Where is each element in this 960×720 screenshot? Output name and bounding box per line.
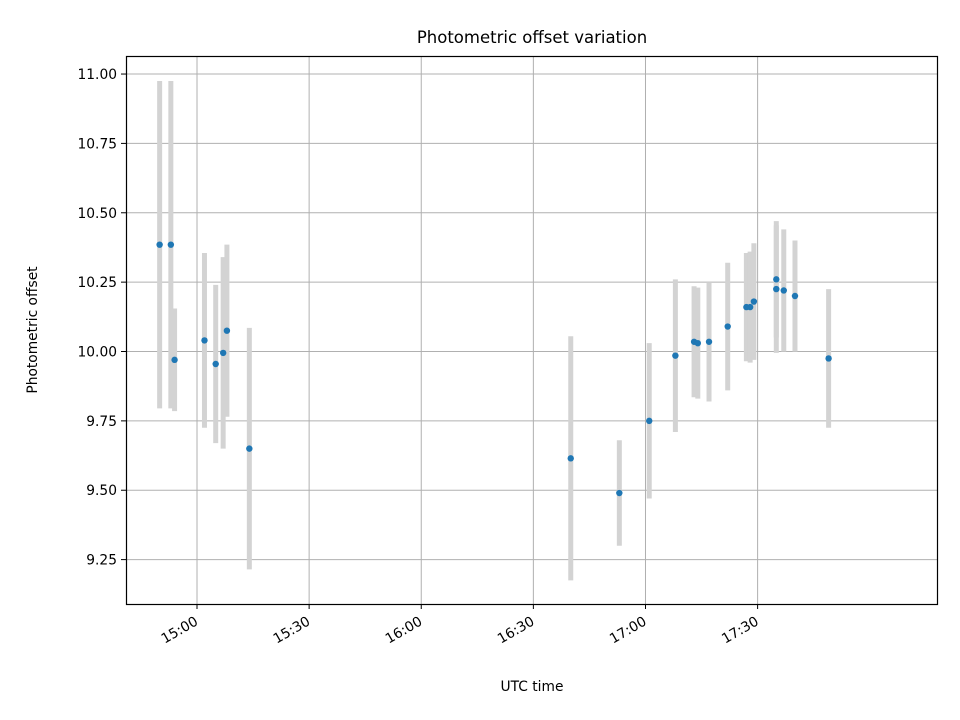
data-point	[646, 417, 653, 425]
grid	[126, 56, 937, 604]
x-tick-label: 16:00	[383, 614, 425, 648]
y-tick-label: 10.50	[78, 206, 118, 222]
data-point	[694, 339, 702, 347]
x-axis-label: UTC time	[501, 679, 564, 695]
data-point	[156, 241, 163, 248]
data-point	[246, 445, 253, 452]
data-point	[567, 455, 574, 462]
y-tick-label: 10.25	[78, 275, 118, 291]
data-point	[616, 489, 623, 497]
data-point	[791, 292, 799, 300]
y-tick-label: 10.00	[78, 345, 118, 361]
y-tick-label: 9.25	[86, 553, 117, 569]
data-point	[750, 298, 758, 305]
data-point	[212, 360, 219, 368]
data-point	[773, 276, 780, 283]
data-point	[672, 352, 679, 359]
plot-frame	[125, 55, 939, 606]
y-tick-label: 11.00	[78, 67, 118, 83]
data-point	[223, 327, 231, 334]
data-point	[167, 241, 175, 248]
x-tick-label: 15:30	[271, 614, 313, 648]
data-point	[171, 356, 178, 364]
data-point	[201, 337, 208, 344]
y-tick-label: 9.50	[86, 483, 117, 499]
x-tick-label: 17:00	[607, 614, 649, 648]
x-tick-label: 17:30	[719, 614, 761, 648]
data-point	[773, 285, 780, 293]
data-points	[156, 241, 832, 497]
x-tick-label: 16:30	[495, 614, 537, 648]
data-point	[746, 303, 754, 311]
y-axis-label: Photometric offset	[25, 266, 41, 394]
data-point	[825, 355, 832, 362]
x-tick-label: 15:00	[159, 614, 201, 648]
data-point	[780, 287, 787, 294]
y-axis-ticks: 9.25 9.50 9.75 10.00 10.25 10.50 10.75 11.00	[78, 67, 126, 569]
y-tick-label: 10.75	[78, 136, 118, 152]
errorbars	[157, 80, 832, 581]
data-point	[724, 323, 731, 330]
y-tick-label: 9.75	[86, 414, 117, 430]
x-axis-ticks: 15:00 15:30 16:00 16:30 17:00 17:30	[159, 604, 762, 647]
data-point	[705, 338, 713, 345]
chart-title: Photometric offset variation	[417, 28, 647, 47]
data-point	[219, 349, 227, 357]
